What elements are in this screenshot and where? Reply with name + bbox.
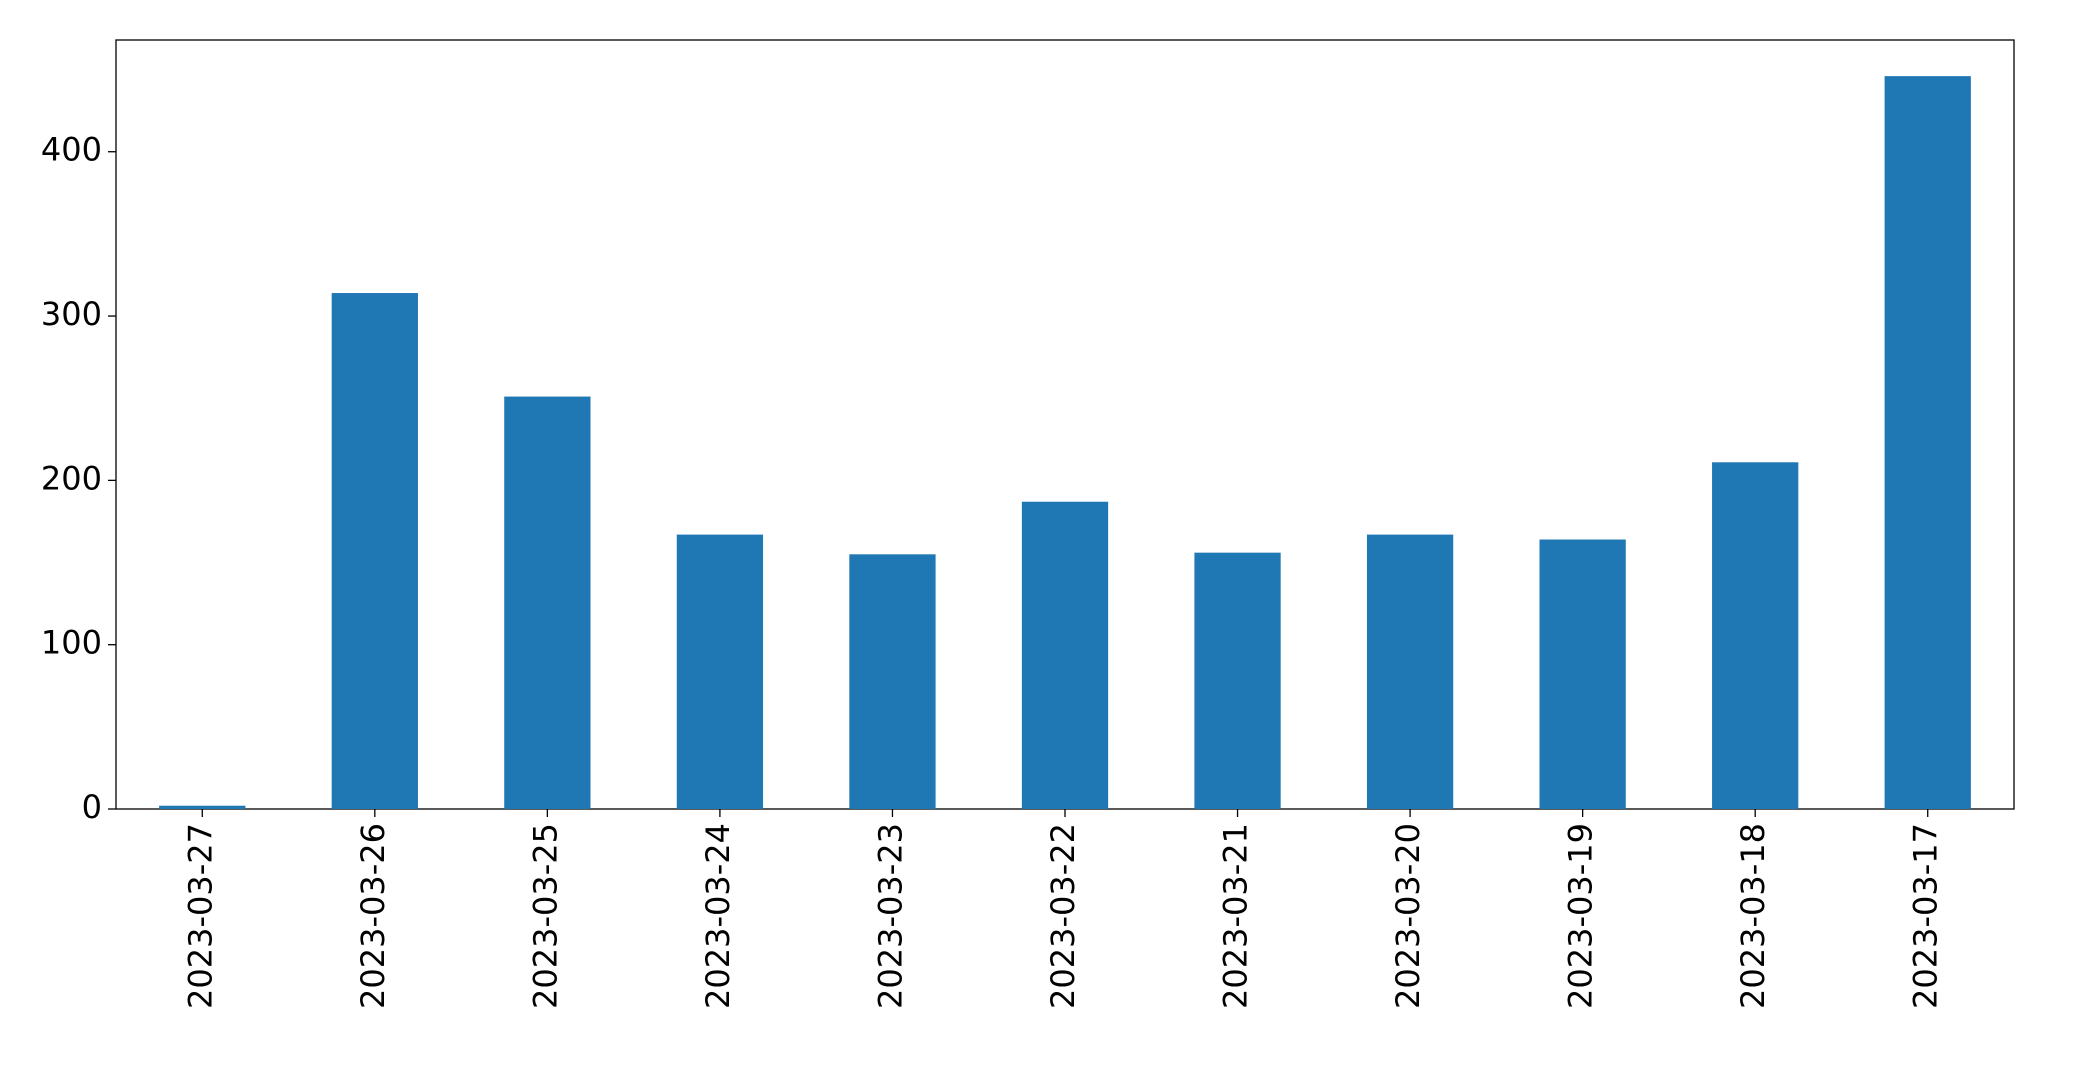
y-tick-label: 300: [41, 295, 102, 333]
bar: [1712, 462, 1799, 809]
x-tick-label: 2023-03-20: [1389, 823, 1427, 1009]
x-tick-label: 2023-03-18: [1734, 823, 1772, 1009]
y-tick-label: 200: [41, 459, 102, 497]
bar: [1539, 539, 1626, 809]
x-tick-label: 2023-03-24: [699, 823, 737, 1009]
x-tick-label: 2023-03-27: [181, 823, 219, 1009]
x-tick-label: 2023-03-26: [354, 823, 392, 1009]
bar: [159, 805, 246, 809]
x-tick-label: 2023-03-21: [1217, 823, 1255, 1009]
bar: [676, 534, 764, 809]
x-tick-label: 2023-03-25: [526, 823, 564, 1009]
x-tick-label: 2023-03-22: [1044, 823, 1082, 1009]
y-tick-label: 0: [82, 788, 102, 826]
bar: [504, 396, 591, 809]
bar: [1194, 552, 1281, 809]
y-tick-label: 400: [41, 131, 102, 169]
x-tick-label: 2023-03-23: [871, 823, 909, 1009]
x-tick-label: 2023-03-19: [1562, 823, 1600, 1009]
x-tick-label: 2023-03-17: [1907, 823, 1945, 1009]
bar: [1021, 501, 1109, 809]
bar: [331, 293, 418, 809]
y-tick-label: 100: [41, 624, 102, 662]
bar: [1366, 534, 1454, 809]
bar: [849, 554, 936, 809]
bar: [1884, 76, 1971, 809]
